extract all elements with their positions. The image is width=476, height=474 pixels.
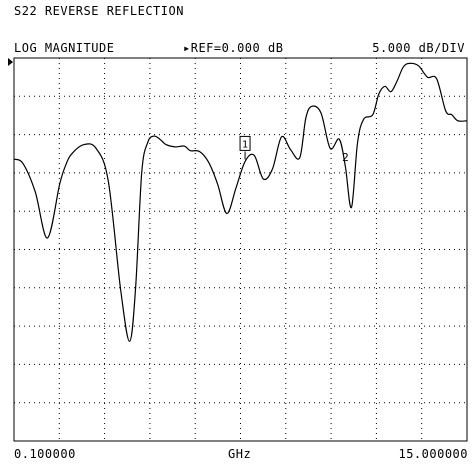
marker-label: 2 <box>342 151 349 164</box>
reference-text: REF=0.000 dB <box>190 41 284 55</box>
s22-trace-line <box>13 62 468 343</box>
frequency-unit: GHz <box>228 447 252 461</box>
start-frequency: 0.100000 <box>14 447 76 461</box>
marker-label: 1 <box>242 139 248 150</box>
reference-value: ▸REF=0.000 dB <box>183 41 284 55</box>
stop-frequency: 15.000000 <box>398 447 468 461</box>
measurement-title: S22 REVERSE REFLECTION <box>14 4 184 18</box>
marker-1: 1 <box>239 135 251 160</box>
scale-per-division: 5.000 dB/DIV <box>372 41 465 55</box>
marker-2: 2 <box>342 151 349 164</box>
graticule <box>13 57 468 442</box>
trace-markers: 12 <box>239 135 349 164</box>
reference-line-marker <box>8 58 13 66</box>
display-format: LOG MAGNITUDE <box>14 41 115 55</box>
